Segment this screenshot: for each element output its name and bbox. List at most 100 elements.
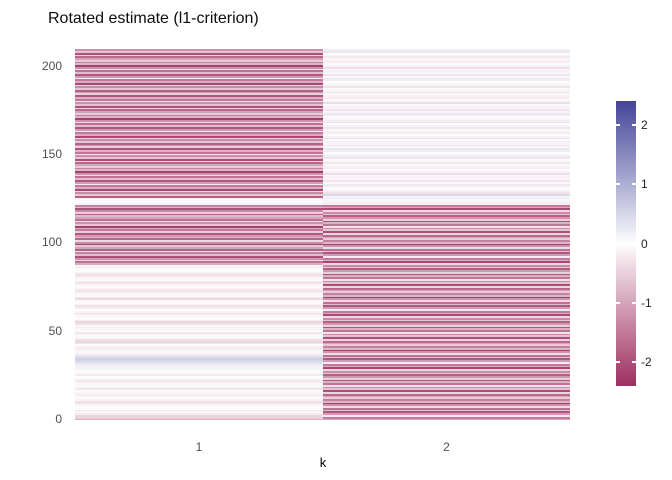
heatmap-cell	[75, 328, 323, 331]
heatmap-cell	[323, 93, 570, 96]
heatmap-cell	[75, 322, 323, 325]
heatmap-cell	[75, 395, 323, 398]
heatmap-cell	[323, 56, 570, 59]
heatmap-cell	[323, 404, 570, 407]
heatmap-cell	[323, 388, 570, 391]
heatmap-column-2	[323, 49, 570, 421]
heatmap-cell	[323, 273, 570, 276]
heatmap-cell	[323, 416, 570, 419]
heatmap-cell	[323, 73, 570, 76]
heatmap-cell	[75, 404, 323, 407]
heatmap-column-1	[75, 49, 323, 421]
heatmap-cell	[75, 230, 323, 234]
heatmap-cell	[323, 379, 570, 382]
heatmap-cell	[323, 338, 570, 341]
heatmap-cell	[323, 130, 570, 133]
plot-title: Rotated estimate (l1-criterion)	[48, 10, 259, 27]
heatmap-cell	[75, 124, 323, 128]
heatmap-cell	[323, 328, 570, 331]
heatmap-cell	[323, 49, 570, 52]
heatmap-cell	[75, 70, 323, 73]
heatmap-cell	[75, 197, 323, 200]
legend-tick-label: 0	[641, 236, 648, 251]
heatmap-cell	[323, 301, 570, 304]
heatmap-cell	[75, 236, 323, 239]
heatmap-cell	[323, 259, 570, 262]
heatmap-cell	[323, 223, 570, 226]
heatmap-cell	[75, 367, 323, 370]
heatmap-cell	[75, 114, 323, 117]
heatmap-cell	[75, 209, 323, 212]
heatmap-cell	[75, 169, 323, 172]
heatmap-cell	[323, 374, 570, 377]
heatmap-cell	[75, 82, 323, 85]
heatmap-cell	[323, 368, 570, 371]
heatmap-cell	[75, 165, 323, 168]
legend-tick-mark	[616, 361, 620, 364]
heatmap-cell	[75, 381, 323, 384]
heatmap-cell	[75, 155, 323, 158]
heatmap-cell	[75, 73, 323, 76]
heatmap-cell	[75, 188, 323, 191]
heatmap-cell	[323, 305, 570, 308]
heatmap-cell	[323, 87, 570, 90]
heatmap-cell	[75, 56, 323, 59]
heatmap-cell	[323, 172, 570, 175]
heatmap-cell	[75, 361, 323, 364]
heatmap-cell	[75, 57, 323, 60]
heatmap-cell	[323, 278, 570, 281]
heatmap-cell	[323, 199, 570, 202]
heatmap-cell	[323, 405, 570, 408]
heatmap-cell	[323, 418, 570, 421]
heatmap-cell	[323, 188, 570, 191]
heatmap-cell	[323, 61, 570, 64]
heatmap-cell	[75, 202, 323, 205]
heatmap-cell	[75, 174, 323, 177]
heatmap-cell	[75, 77, 323, 80]
heatmap-cell	[323, 391, 570, 394]
heatmap-cell	[323, 361, 570, 364]
heatmap-cell	[75, 98, 323, 101]
heatmap-cell	[323, 340, 570, 343]
heatmap-cell	[75, 75, 323, 78]
heatmap-cell	[75, 238, 323, 241]
heatmap-cell	[323, 230, 570, 234]
heatmap-cell	[323, 114, 570, 117]
heatmap-cell	[75, 153, 323, 156]
heatmap-cell	[323, 303, 570, 306]
heatmap-cell	[323, 321, 570, 324]
heatmap-cell	[323, 57, 570, 60]
heatmap-cell	[323, 402, 570, 405]
legend-tick-label: 2	[641, 117, 648, 132]
heatmap-cell	[323, 192, 570, 195]
heatmap-cell	[323, 283, 570, 287]
heatmap-cell	[75, 172, 323, 175]
heatmap-cell	[323, 354, 570, 357]
heatmap-cell	[75, 275, 323, 278]
heatmap-cell	[323, 269, 570, 272]
heatmap-cell	[75, 151, 323, 154]
heatmap-cell	[323, 336, 570, 340]
y-axis-tick-label: 200	[41, 58, 62, 73]
heatmap-cell	[75, 66, 323, 69]
heatmap-cell	[323, 59, 570, 62]
heatmap-cell	[75, 354, 323, 357]
heatmap-cell	[75, 86, 323, 89]
heatmap-cell	[75, 414, 323, 417]
heatmap-cell	[323, 367, 570, 370]
heatmap-cell	[75, 140, 323, 143]
heatmap-cell	[75, 271, 323, 274]
heatmap-cell	[75, 389, 323, 393]
heatmap-cell	[75, 333, 323, 336]
heatmap-cell	[323, 310, 570, 313]
heatmap-cell	[75, 317, 323, 320]
heatmap-cell	[323, 287, 570, 290]
heatmap-cell	[75, 282, 323, 285]
heatmap-cell	[75, 64, 323, 67]
heatmap-cell	[323, 215, 570, 218]
heatmap-cell	[75, 91, 323, 94]
heatmap-cell	[75, 176, 323, 179]
heatmap-cell	[75, 303, 323, 306]
heatmap-cell	[75, 338, 323, 341]
